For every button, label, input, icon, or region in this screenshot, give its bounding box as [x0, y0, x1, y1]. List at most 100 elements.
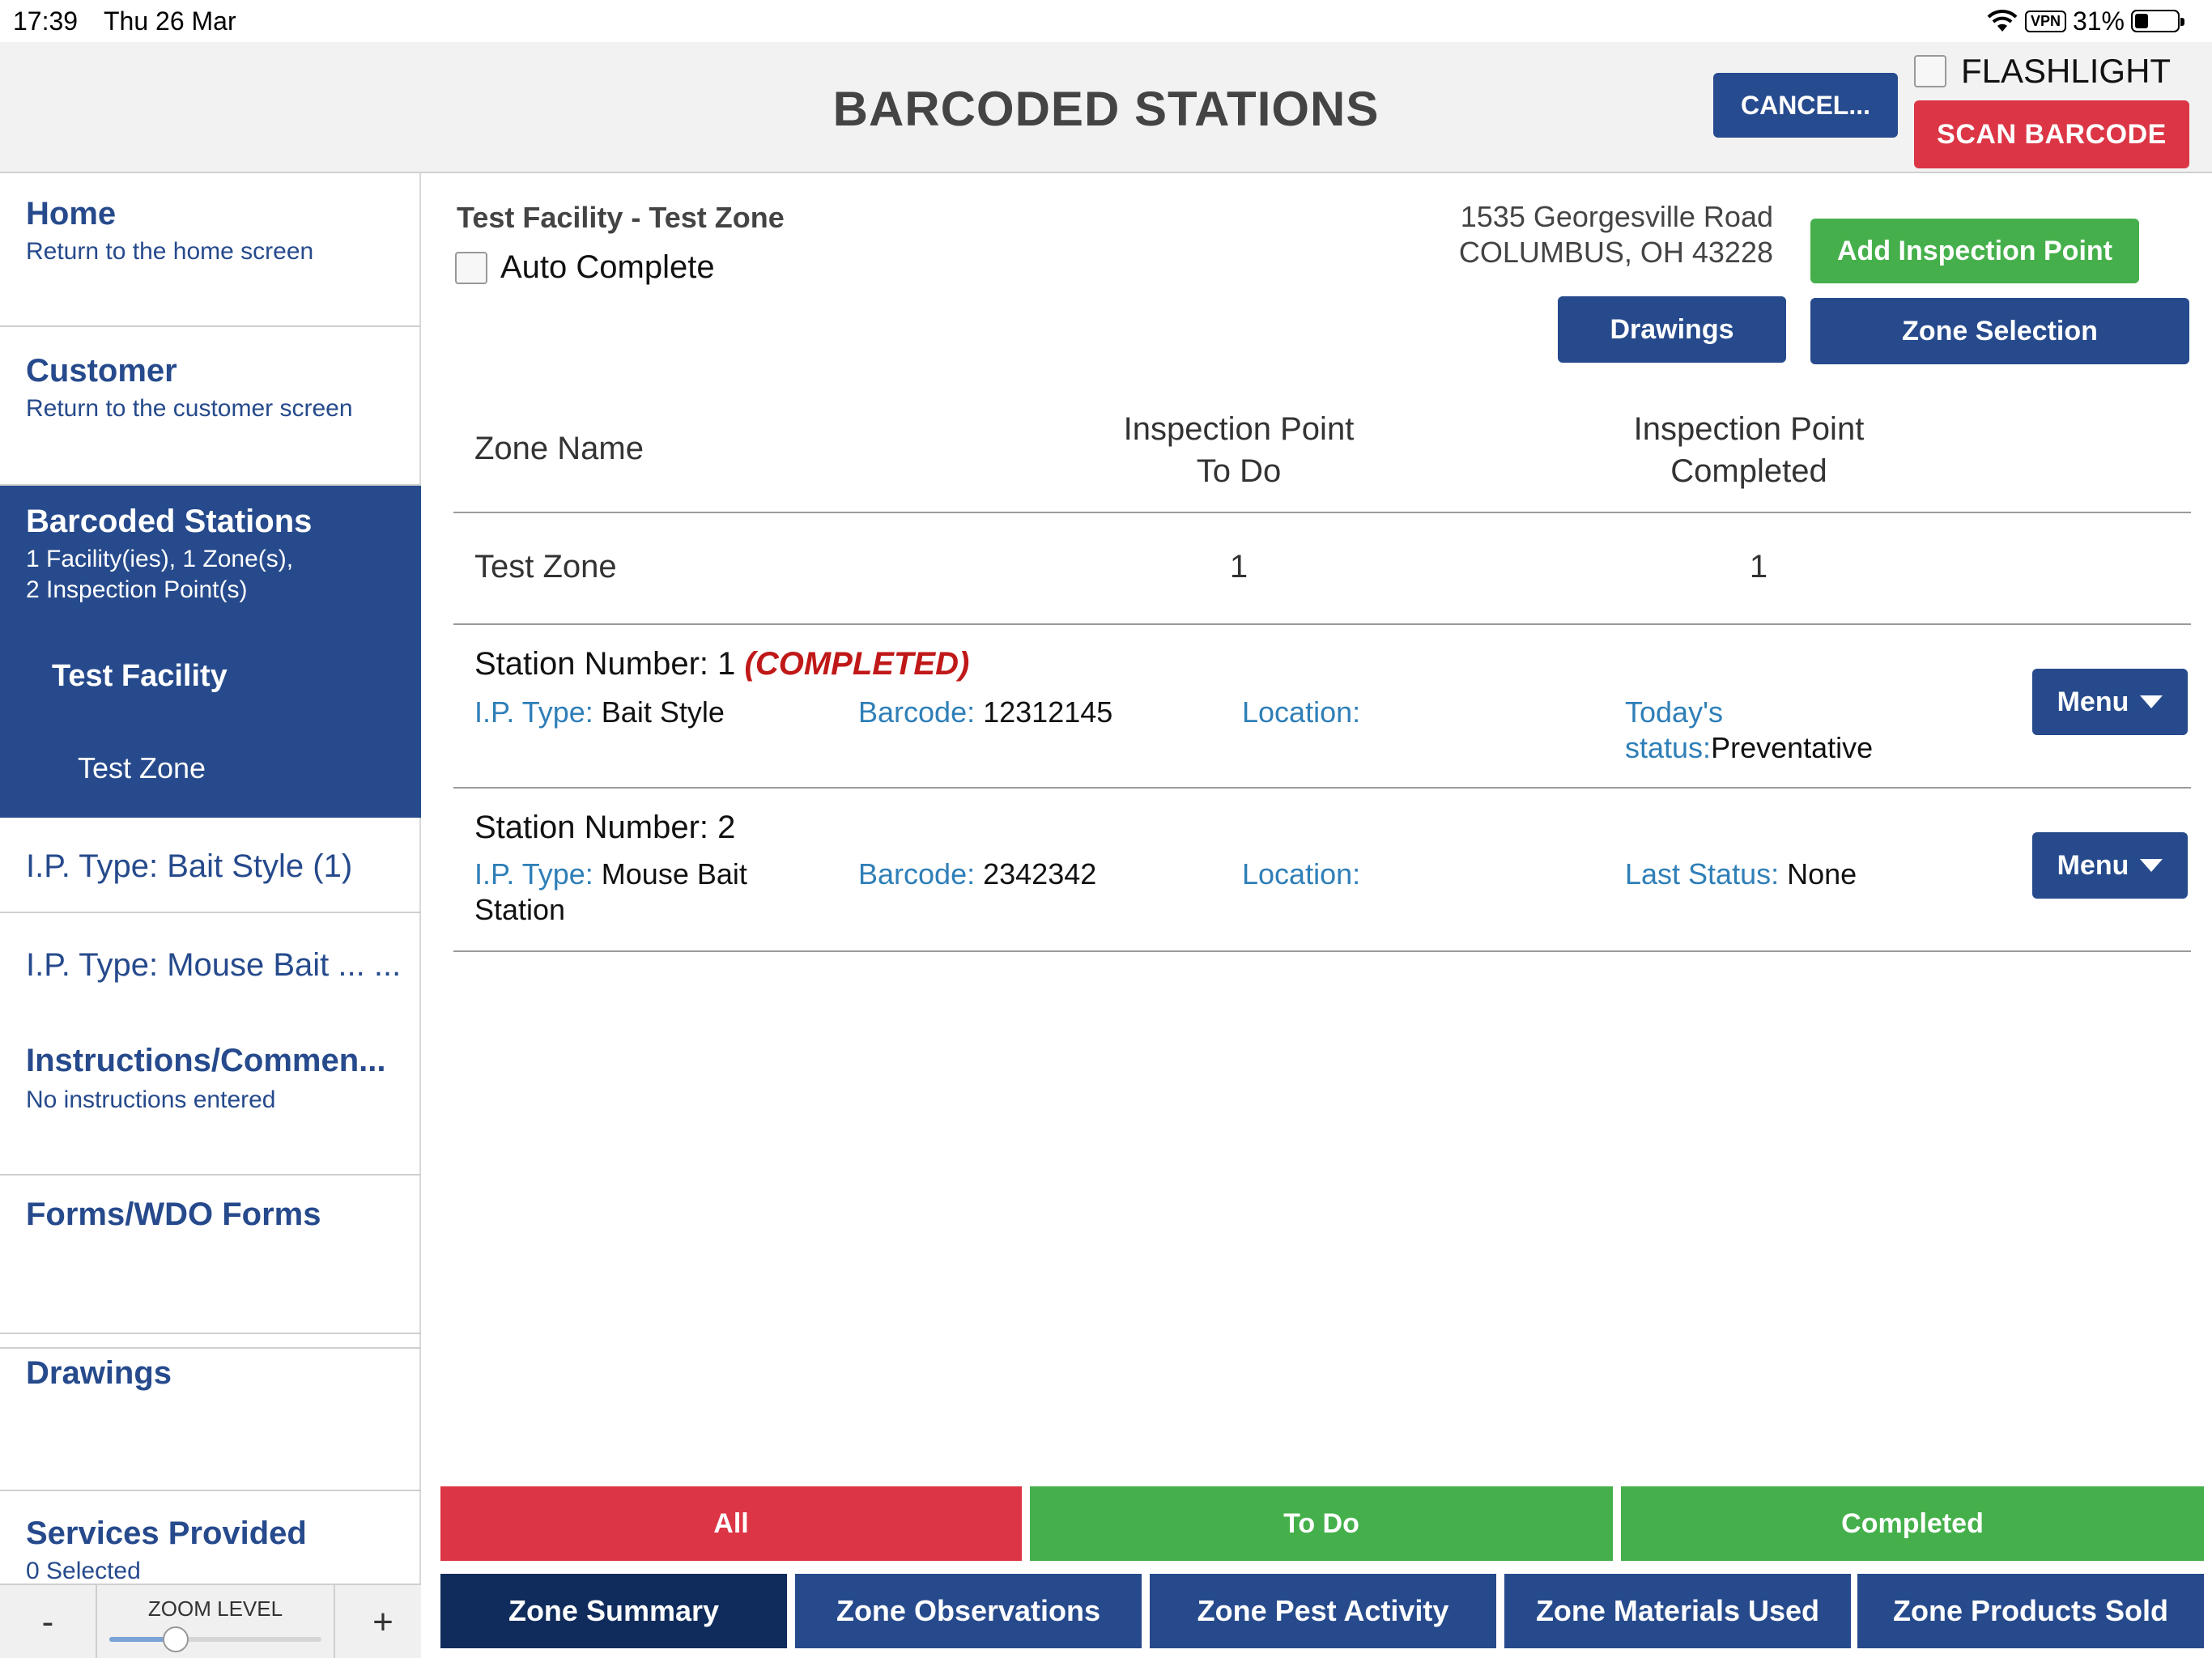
ip-type-value-line1: Mouse Bait [601, 857, 747, 891]
header-zone-name: Zone Name [474, 431, 644, 466]
ip-type-field: I.P. Type: Bait Style [474, 695, 725, 730]
zoom-in-button[interactable]: + [334, 1585, 431, 1658]
station-row[interactable]: Station Number: 1 (COMPLETED) I.P. Type:… [453, 627, 2191, 789]
location-field: Location: [1242, 857, 1360, 892]
filter-todo-button[interactable]: To Do [1030, 1486, 1613, 1561]
status-field: Today's status:Preventative [1625, 695, 1873, 766]
zone-name-cell: Test Zone [474, 549, 617, 585]
zoom-slider[interactable] [109, 1626, 321, 1652]
station-number: Station Number: 2 [474, 810, 736, 845]
header-ip-todo-line2: To Do [1196, 453, 1282, 489]
sidebar-item-subtitle: 0 Selected [26, 1558, 141, 1584]
facility-zone-title: Test Facility - Test Zone [457, 201, 785, 234]
menu-label: Menu [2057, 849, 2129, 881]
location-field: Location: [1242, 695, 1360, 730]
table-row[interactable]: Test Zone 1 1 [453, 513, 2191, 625]
sidebar-item-title: Services Provided [26, 1516, 307, 1551]
status-field: Last Status: None [1625, 857, 1857, 892]
status-label-line2: status: [1625, 731, 1712, 764]
drawings-button[interactable]: Drawings [1558, 296, 1786, 363]
zoom-label: ZOOM LEVEL [147, 1596, 283, 1621]
status-value: Preventative [1711, 731, 1874, 764]
sidebar-item-title: Customer [26, 353, 177, 389]
flashlight-checkbox[interactable] [1914, 55, 1946, 87]
chevron-down-icon [2140, 695, 2163, 708]
sidebar-item-subtitle: No instructions entered [26, 1086, 276, 1113]
header-ip-completed-line1: Inspection Point [1633, 411, 1865, 447]
tab-zone-materials-used[interactable]: Zone Materials Used [1504, 1574, 1851, 1648]
sidebar-item-title: Home [26, 196, 117, 232]
sidebar-item-instructions[interactable]: Instructions/Commen... No instructions e… [0, 1010, 421, 1349]
station-number: Station Number: 1 [474, 646, 736, 682]
page-title: BARCODED STATIONS [832, 82, 1380, 136]
main-panel: Test Facility - Test Zone Auto Complete … [432, 173, 2212, 1658]
filter-completed-button[interactable]: Completed [1621, 1486, 2204, 1561]
cancel-button[interactable]: CANCEL... [1713, 73, 1898, 138]
tab-zone-summary[interactable]: Zone Summary [440, 1574, 787, 1648]
scan-barcode-button[interactable]: SCAN BARCODE [1914, 100, 2189, 168]
zoom-slider-thumb[interactable] [163, 1626, 189, 1652]
sidebar-item-title: Forms/WDO Forms [26, 1197, 321, 1232]
barcode-field: Barcode: 2342342 [858, 857, 1096, 892]
ip-type-label: I.P. Type: [474, 695, 593, 729]
vpn-badge: VPN [2024, 10, 2066, 32]
menu-label: Menu [2057, 686, 2129, 717]
ip-type-value-line2: Station [474, 893, 566, 926]
sidebar-item-home[interactable]: Home Return to the home screen [0, 173, 421, 327]
zone-selection-button[interactable]: Zone Selection [1810, 298, 2189, 364]
auto-complete-label: Auto Complete [500, 249, 715, 285]
flashlight-toggle[interactable]: FLASHLIGHT [1914, 52, 2171, 91]
sidebar-item-services[interactable]: Services Provided 0 Selected [0, 1491, 421, 1584]
address-line-2: COLUMBUS, OH 43228 [1458, 236, 1773, 269]
barcode-label: Barcode: [858, 857, 976, 891]
filter-all-button[interactable]: All [440, 1486, 1022, 1561]
completed-tag: (COMPLETED) [744, 646, 970, 682]
barcode-value: 2342342 [983, 857, 1097, 891]
station-menu-button[interactable]: Menu [2032, 669, 2188, 735]
sidebar-item-title: Instructions/Commen... [26, 1043, 386, 1078]
todo-cell: 1 [1229, 549, 1249, 585]
status-label-line1: Today's [1625, 695, 1723, 729]
sidebar: Home Return to the home screen Customer … [0, 173, 421, 1658]
barcode-value: 12312145 [983, 695, 1113, 729]
station-menu-button[interactable]: Menu [2032, 832, 2188, 899]
header-ip-todo-line1: Inspection Point [1123, 411, 1355, 447]
wifi-icon [1987, 9, 2018, 32]
sidebar-item-subtitle: Return to the home screen [26, 238, 314, 265]
add-inspection-point-button[interactable]: Add Inspection Point [1810, 219, 2139, 283]
ip-type-value: Bait Style [601, 695, 725, 729]
station-title: Station Number: 1 (COMPLETED) [474, 646, 969, 682]
status-indicators: VPN 31% [1986, 5, 2184, 37]
sidebar-item-label: I.P. Type: Bait Style (1) [26, 848, 353, 884]
zoom-out-button[interactable]: - [0, 1585, 97, 1658]
chevron-down-icon [2140, 859, 2163, 872]
sidebar-item-label: I.P. Type: Mouse Bait ... ... [26, 947, 402, 983]
status-bar: 17:39 Thu 26 Mar VPN 31% [0, 0, 2212, 42]
status-value: None [1787, 857, 1857, 891]
tab-zone-pest-activity[interactable]: Zone Pest Activity [1150, 1574, 1496, 1648]
auto-complete-checkbox[interactable] [455, 251, 487, 284]
sidebar-item-ip-type-bait[interactable]: I.P. Type: Bait Style (1) [0, 818, 421, 913]
sidebar-item-barcoded-stations[interactable]: Barcoded Stations 1 Facility(ies), 1 Zon… [0, 486, 421, 818]
station-row[interactable]: Station Number: 2 I.P. Type: Mouse Bait … [453, 790, 2191, 952]
sidebar-item-subtitle: 1 Facility(ies), 1 Zone(s), [26, 546, 294, 572]
zoom-slider-fill [109, 1637, 176, 1642]
sidebar-item-forms[interactable]: Forms/WDO Forms [0, 1174, 421, 1333]
auto-complete-toggle[interactable]: Auto Complete [455, 249, 715, 286]
sidebar-item-subtitle: Return to the customer screen [26, 395, 353, 422]
zoom-control: - ZOOM LEVEL + [0, 1584, 421, 1658]
battery-percent: 31% [2072, 6, 2125, 36]
sidebar-item-ip-type-mouse[interactable]: I.P. Type: Mouse Bait ... ... [0, 915, 421, 1010]
location-label: Location: [1242, 857, 1361, 891]
flashlight-label: FLASHLIGHT [1961, 52, 2172, 90]
sidebar-item-test-zone[interactable]: Test Zone [78, 751, 206, 784]
tab-zone-observations[interactable]: Zone Observations [795, 1574, 1142, 1648]
sidebar-item-drawings[interactable]: Drawings [0, 1333, 421, 1491]
tab-zone-products-sold[interactable]: Zone Products Sold [1857, 1574, 2204, 1648]
battery-icon [2131, 10, 2184, 32]
header-ip-completed-line2: Completed [1670, 453, 1827, 489]
sidebar-item-customer[interactable]: Customer Return to the customer screen [0, 329, 421, 486]
header-ip-todo: Inspection Point To Do [1077, 408, 1401, 492]
zone-table-header: Zone Name Inspection Point To Do Inspect… [453, 392, 2191, 513]
sidebar-item-test-facility[interactable]: Test Facility [52, 659, 228, 693]
